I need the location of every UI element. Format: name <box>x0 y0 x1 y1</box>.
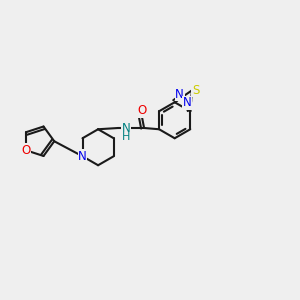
Text: N: N <box>183 96 192 109</box>
Text: N: N <box>175 88 184 101</box>
Text: N: N <box>78 150 87 163</box>
Text: S: S <box>192 84 200 97</box>
Text: O: O <box>22 144 31 157</box>
Text: N: N <box>122 122 130 134</box>
Text: O: O <box>137 104 146 117</box>
Text: N: N <box>78 150 87 163</box>
Text: H: H <box>122 133 130 142</box>
